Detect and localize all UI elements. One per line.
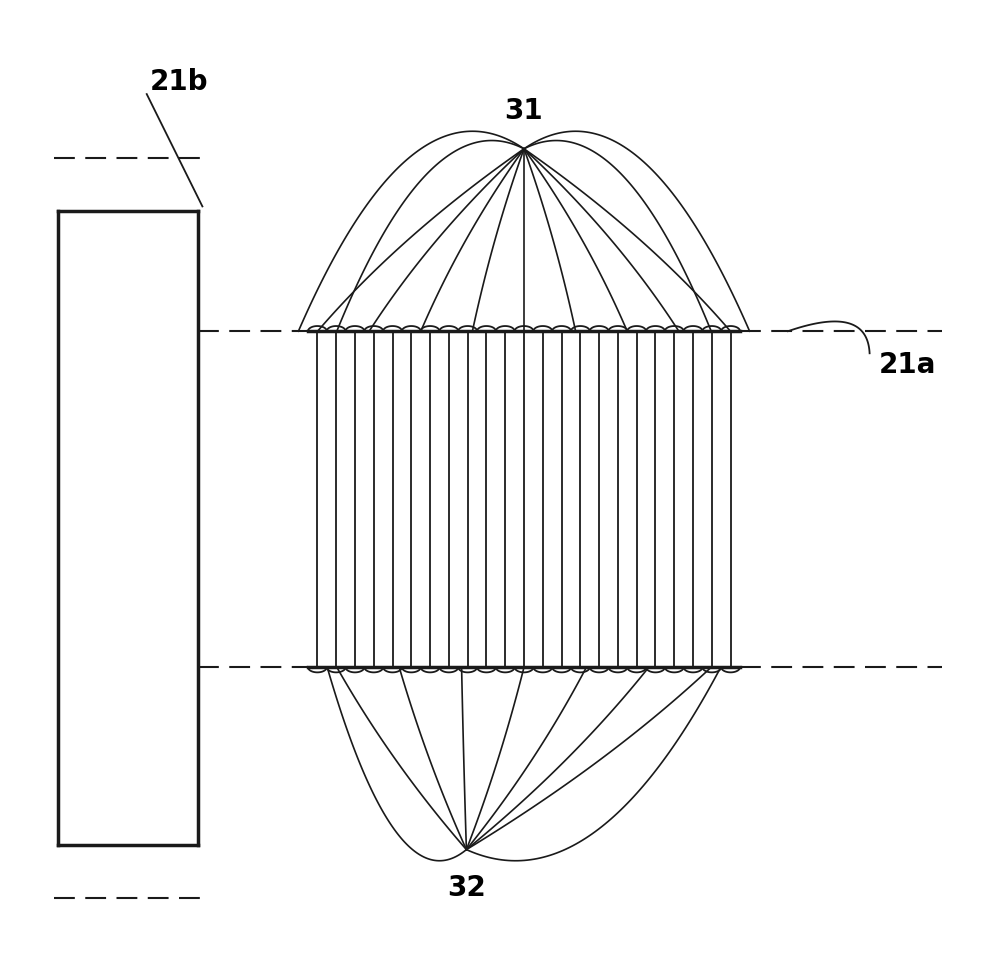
Text: 21a: 21a — [879, 350, 937, 379]
Text: 32: 32 — [447, 874, 486, 901]
Text: 31: 31 — [505, 97, 543, 125]
Text: 21b: 21b — [150, 67, 208, 96]
